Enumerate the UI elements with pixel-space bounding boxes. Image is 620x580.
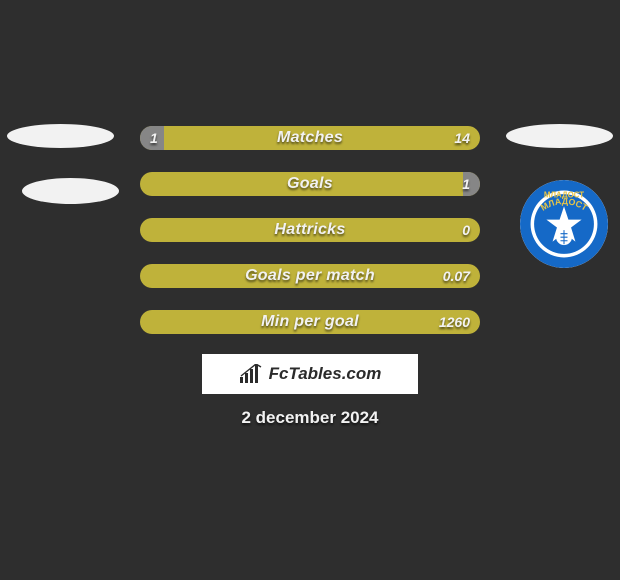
- footer-date: 2 december 2024: [0, 408, 620, 428]
- brand-box: FcTables.com: [202, 354, 418, 394]
- comparison-card: DimitrijeviÄ‡ vs Andrić Club competition…: [0, 0, 620, 580]
- stat-label: Matches: [140, 126, 480, 150]
- left-placeholder-ellipse-2: [22, 178, 119, 204]
- badge-text: МЛАДОСТ: [544, 191, 584, 200]
- stat-label: Min per goal: [140, 310, 480, 334]
- left-placeholder-ellipse-1: [7, 124, 114, 148]
- stat-label: Goals per match: [140, 264, 480, 288]
- stat-row: Hattricks0: [140, 218, 480, 242]
- stat-value-left: 1: [150, 126, 158, 150]
- stat-value-right: 1: [462, 172, 470, 196]
- stat-value-right: 14: [454, 126, 470, 150]
- stat-row: Goals per match0.07: [140, 264, 480, 288]
- stat-value-right: 0.07: [443, 264, 470, 288]
- stat-label: Goals: [140, 172, 480, 196]
- stat-label: Hattricks: [140, 218, 480, 242]
- brand-text: FcTables.com: [269, 364, 382, 384]
- stat-value-right: 1260: [439, 310, 470, 334]
- stat-row: Min per goal1260: [140, 310, 480, 334]
- club-badge: МЛАДОСТ МЛАДОСТ: [520, 180, 608, 268]
- stat-row: Matches1 14: [140, 126, 480, 150]
- stat-row: Goals1: [140, 172, 480, 196]
- club-badge-svg: МЛАДОСТ МЛАДОСТ: [520, 180, 608, 268]
- stat-value-right: 0: [462, 218, 470, 242]
- brand-icon: [239, 364, 263, 384]
- stats-bars: Matches114Goals1Hattricks0Goals per matc…: [140, 126, 480, 356]
- right-placeholder-ellipse: [506, 124, 613, 148]
